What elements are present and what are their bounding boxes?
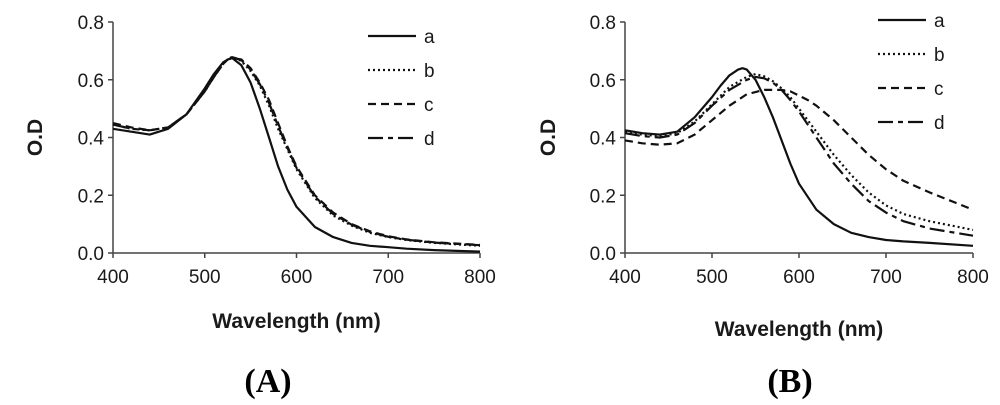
y-tick-label: 0.8: [78, 13, 104, 34]
y-tick-label: 0.8: [590, 13, 616, 34]
x-axis-title: Wavelength (nm): [212, 310, 380, 333]
series-line-c: [112, 57, 481, 246]
legend-label-a: a: [424, 27, 435, 48]
legend-label-c: c: [424, 95, 434, 116]
x-tick-label: 700: [372, 267, 404, 288]
x-tick-label: 400: [97, 267, 129, 288]
x-tick-label: 500: [696, 267, 728, 288]
series-line-c: [624, 88, 974, 211]
y-tick-label: 0.4: [590, 129, 617, 150]
y-tick-label: 0.2: [78, 186, 104, 207]
x-tick-label: 800: [464, 267, 496, 288]
legend-label-d: d: [424, 129, 435, 150]
y-tick-label: 0.0: [78, 244, 104, 265]
panel-label: (A): [244, 363, 291, 400]
series-line-a: [112, 57, 481, 253]
x-tick-label: 700: [870, 267, 902, 288]
y-axis-title: O.D: [537, 119, 560, 156]
legend-label-d: d: [934, 113, 945, 134]
series-line-b: [624, 72, 974, 231]
legend-label-a: a: [934, 11, 945, 32]
x-tick-label: 600: [783, 267, 815, 288]
y-tick-label: 0.4: [78, 129, 105, 150]
legend-label-b: b: [934, 45, 945, 66]
series-line-d: [624, 75, 974, 237]
legend-label-b: b: [424, 61, 435, 82]
x-axis-title: Wavelength (nm): [715, 318, 883, 341]
y-tick-label: 0.2: [590, 186, 616, 207]
y-tick-label: 0.0: [590, 244, 616, 265]
x-tick-label: 800: [957, 267, 989, 288]
y-axis-title: O.D: [24, 119, 47, 156]
y-tick-label: 0.6: [590, 71, 616, 92]
series-line-b: [112, 55, 481, 247]
x-tick-label: 400: [609, 267, 641, 288]
y-tick-label: 0.6: [78, 71, 104, 92]
x-tick-label: 600: [281, 267, 313, 288]
x-tick-label: 500: [189, 267, 221, 288]
series-line-a: [624, 67, 974, 247]
panel-b: 0.0 0.2 0.4 0.6 0.8 400 500 600 700 800 Wavelength…: [537, 11, 989, 400]
series-line-d: [112, 56, 481, 247]
panel-label: (B): [767, 363, 812, 400]
legend-label-c: c: [934, 79, 944, 100]
panel-a: 0.0 0.2 0.4 0.6 0.8 400 500 600 700 800 Wavelength…: [24, 13, 496, 400]
